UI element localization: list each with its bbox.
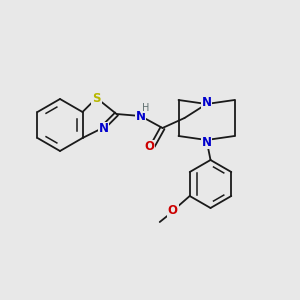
Text: O: O	[168, 205, 178, 218]
Text: H: H	[142, 103, 149, 113]
Text: N: N	[202, 136, 212, 148]
Text: N: N	[136, 110, 146, 122]
Text: O: O	[145, 140, 154, 154]
Text: N: N	[202, 95, 212, 109]
Text: N: N	[98, 122, 109, 136]
Text: S: S	[92, 92, 101, 104]
